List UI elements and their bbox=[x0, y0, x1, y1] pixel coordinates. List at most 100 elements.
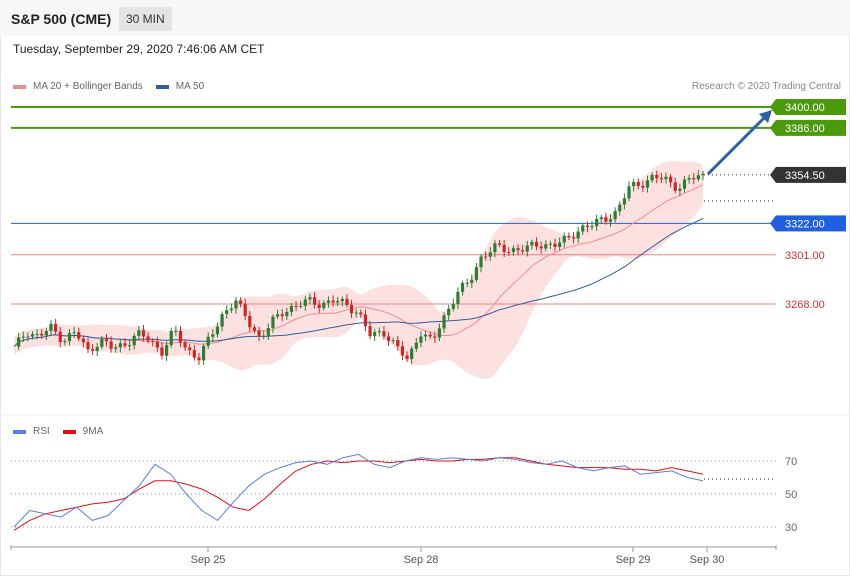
candle-body bbox=[474, 267, 479, 280]
rsi-legend-label: RSI bbox=[33, 426, 50, 437]
instrument-title: S&P 500 (CME) bbox=[11, 11, 112, 27]
candle bbox=[664, 172, 668, 184]
rsi-panel: 70 50 30 bbox=[11, 453, 797, 534]
candle-body bbox=[299, 305, 303, 307]
candle bbox=[312, 292, 317, 309]
candle bbox=[30, 331, 35, 340]
candle-body bbox=[354, 312, 358, 314]
candle-body bbox=[622, 198, 626, 205]
candle-body bbox=[271, 316, 275, 329]
candle-body bbox=[539, 246, 543, 249]
candle-body bbox=[137, 330, 141, 336]
candle bbox=[553, 238, 557, 252]
candle bbox=[488, 247, 492, 261]
candle-body bbox=[669, 176, 673, 183]
candle bbox=[428, 331, 432, 340]
candle bbox=[35, 329, 39, 340]
candle bbox=[585, 221, 589, 233]
candle-body bbox=[460, 283, 465, 292]
candle bbox=[234, 297, 238, 314]
candle bbox=[67, 329, 72, 346]
rsi-legend-swatch bbox=[13, 429, 26, 434]
candle-body bbox=[280, 314, 284, 317]
candle bbox=[322, 300, 326, 311]
interval-badge[interactable]: 30 MIN bbox=[119, 7, 172, 31]
candle bbox=[336, 296, 340, 307]
copyright-note: Research © 2020 Trading Central bbox=[691, 81, 841, 92]
moving-averages-layer bbox=[13, 184, 704, 348]
candle bbox=[294, 301, 298, 312]
candle bbox=[155, 336, 159, 352]
levels-layer: 3400.00 3386.00 3354.50 3322.00 3301.00 3268.… bbox=[11, 99, 846, 311]
candle-body bbox=[174, 330, 178, 332]
candle-body bbox=[81, 338, 85, 343]
candle-body bbox=[262, 335, 266, 337]
candle-body bbox=[479, 256, 483, 268]
candle bbox=[118, 339, 122, 353]
candle-body bbox=[423, 334, 428, 337]
candle-body bbox=[104, 338, 109, 342]
candle-body bbox=[664, 176, 668, 180]
candle bbox=[91, 344, 95, 356]
time-axis-label: Sep 28 bbox=[404, 554, 439, 566]
candle-body bbox=[109, 341, 113, 349]
candle-body bbox=[160, 347, 164, 356]
rsi-line bbox=[13, 453, 704, 528]
candle-body bbox=[604, 217, 608, 222]
candle bbox=[599, 214, 603, 224]
candle-body bbox=[35, 333, 39, 335]
candle-body bbox=[548, 243, 553, 245]
candle-body bbox=[21, 336, 25, 338]
candle-body bbox=[312, 297, 317, 305]
candle-body bbox=[197, 357, 201, 361]
candle bbox=[692, 173, 696, 185]
candle bbox=[678, 183, 682, 196]
candle bbox=[645, 175, 650, 193]
candle bbox=[451, 298, 455, 312]
candle bbox=[632, 178, 636, 192]
support-level-label: 3301.00 bbox=[785, 250, 825, 262]
time-axis: Sep 25 Sep 28 Sep 29 Sep 30 bbox=[0, 414, 850, 566]
candle-body bbox=[363, 314, 368, 327]
candle-body bbox=[571, 237, 576, 239]
candle bbox=[581, 222, 585, 235]
candle-body bbox=[391, 340, 395, 342]
candle bbox=[636, 178, 640, 190]
candle-body bbox=[67, 333, 72, 342]
pivot-level-tag-pointer bbox=[770, 215, 776, 232]
candle-body bbox=[641, 185, 645, 188]
candle-body bbox=[58, 331, 62, 342]
candle bbox=[516, 244, 520, 256]
candle bbox=[479, 253, 483, 273]
candle bbox=[229, 303, 233, 314]
target-level-tag-pointer bbox=[770, 99, 776, 115]
ma20-legend-label: MA 20 + Bollinger Bands bbox=[33, 81, 143, 92]
ma50-legend-label: MA 50 bbox=[175, 81, 205, 92]
candle bbox=[317, 300, 321, 314]
candle-body bbox=[285, 311, 289, 317]
candle-body bbox=[178, 330, 183, 343]
candle bbox=[511, 245, 516, 256]
candle-body bbox=[525, 245, 529, 252]
candle-body bbox=[77, 332, 81, 339]
candle-body bbox=[141, 330, 146, 337]
candle bbox=[410, 346, 414, 365]
candle-body bbox=[502, 244, 506, 252]
candle bbox=[544, 240, 548, 252]
candle-body bbox=[275, 314, 280, 317]
candle-body bbox=[308, 297, 312, 300]
candle bbox=[137, 326, 141, 340]
candle-body bbox=[507, 251, 511, 253]
candle bbox=[141, 325, 146, 342]
candle bbox=[211, 329, 215, 342]
candle bbox=[655, 170, 659, 184]
chart-header: S&P 500 (CME) 30 MIN bbox=[0, 0, 850, 36]
candle-body bbox=[484, 256, 488, 258]
candle-body bbox=[678, 188, 682, 191]
candle bbox=[507, 247, 511, 257]
candle-body bbox=[349, 304, 354, 314]
candle bbox=[285, 307, 289, 321]
candle bbox=[534, 237, 539, 251]
candle bbox=[178, 326, 183, 347]
